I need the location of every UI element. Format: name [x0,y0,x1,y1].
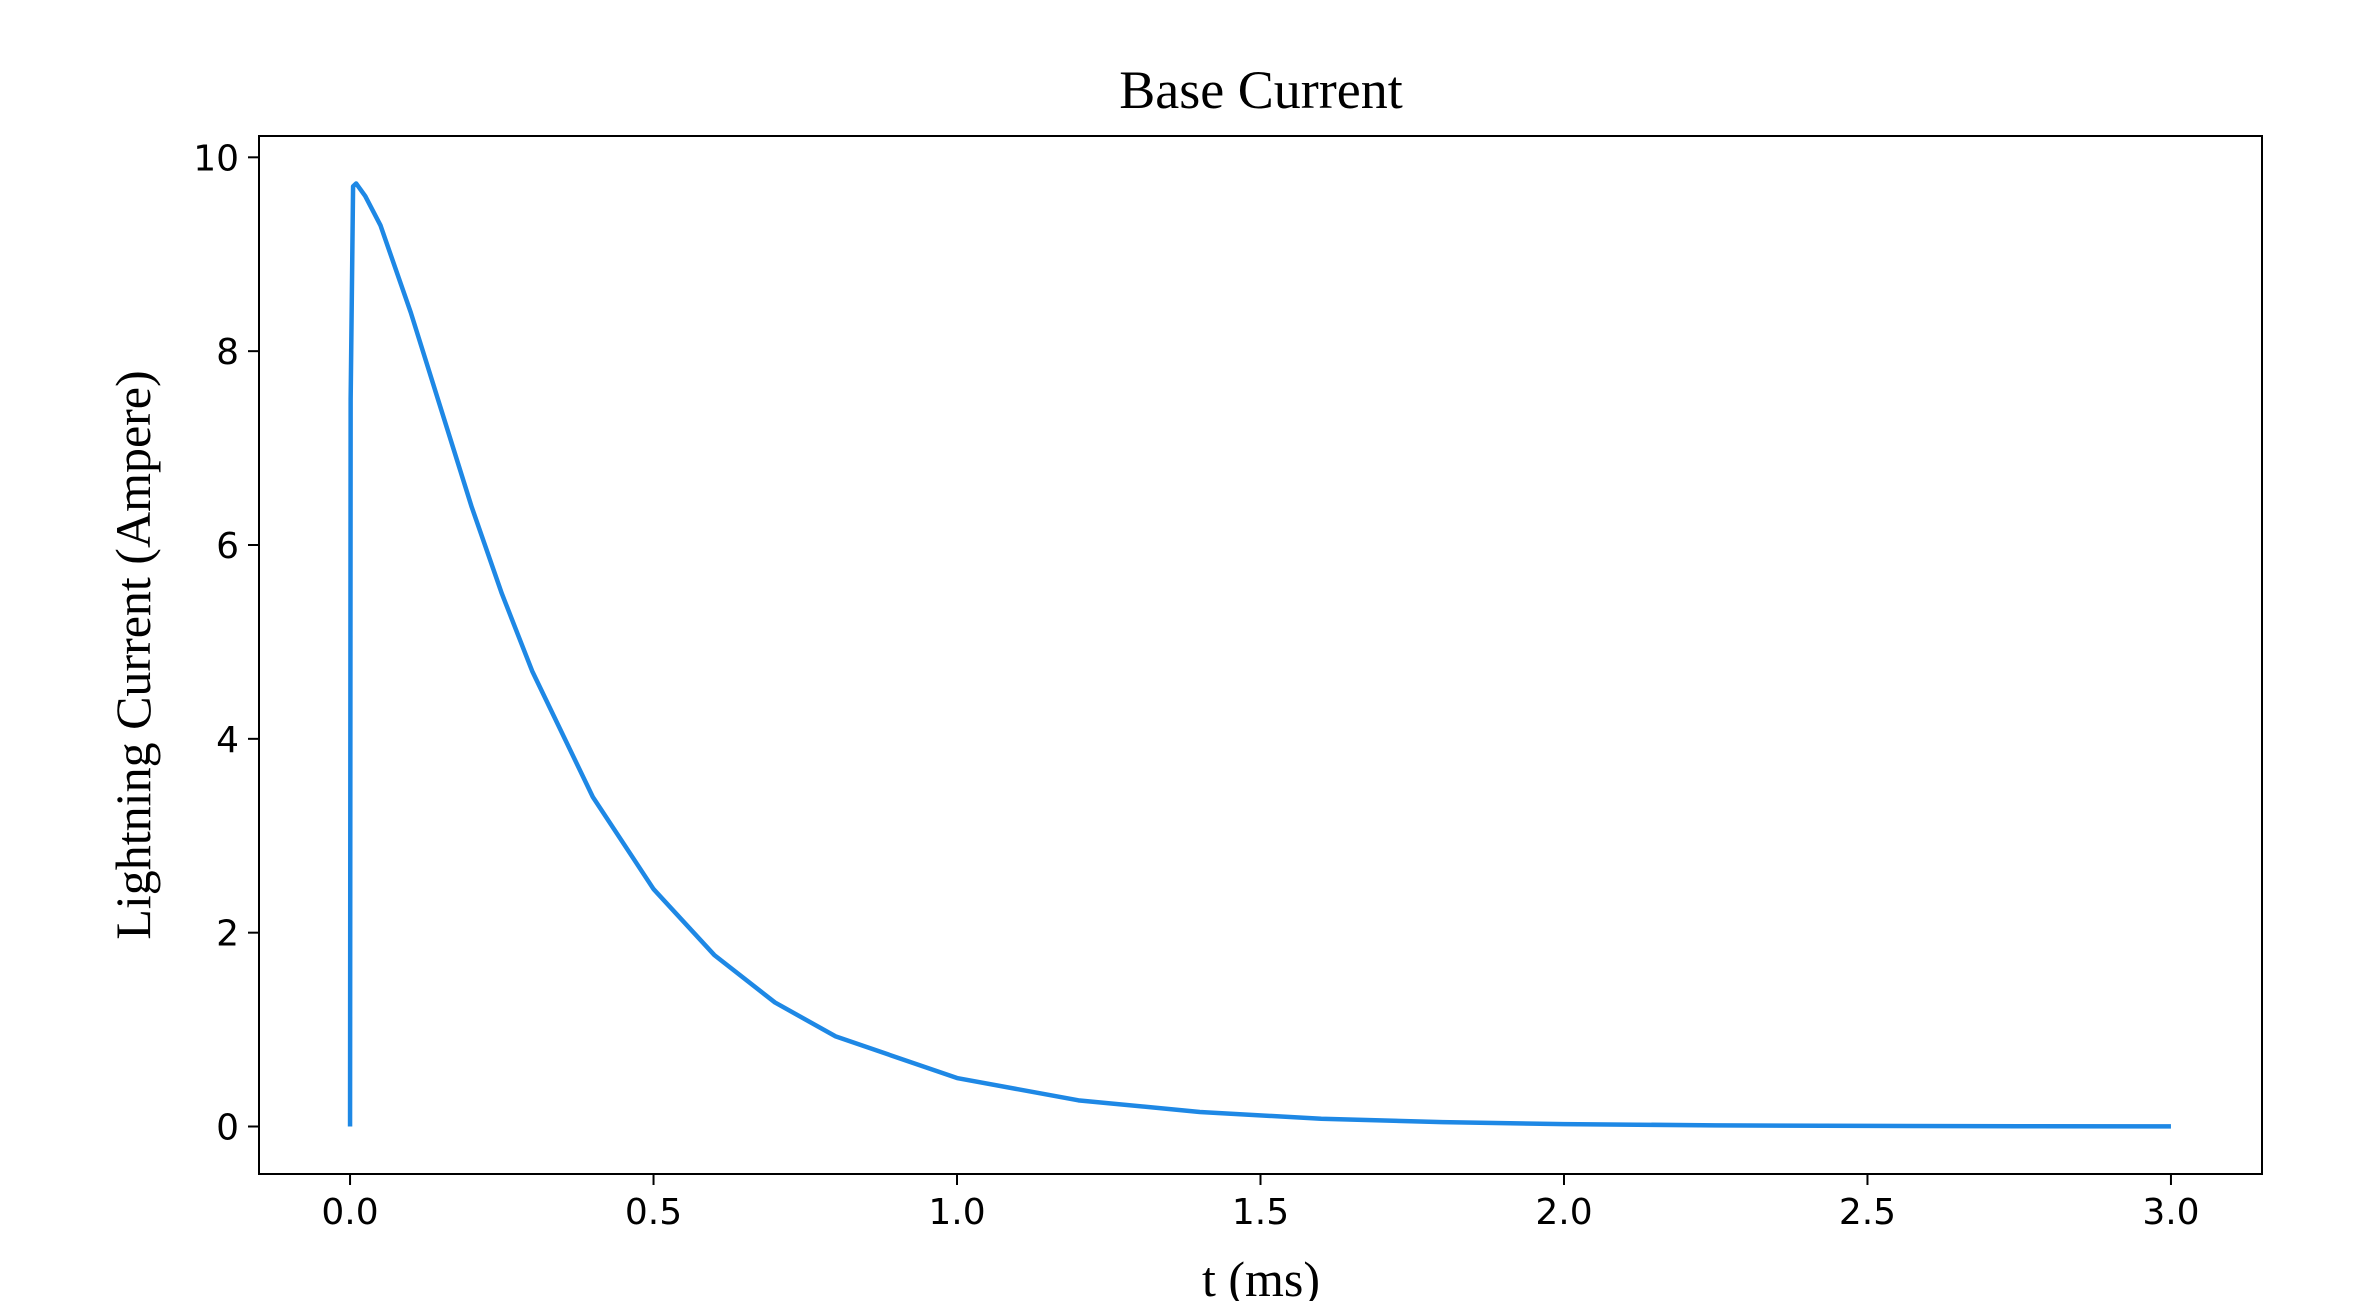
x-axis-label: t (ms) [1202,1251,1320,1301]
y-tick-label: 4 [216,720,239,761]
x-tick-label: 1.0 [928,1192,985,1233]
x-tick-label: 0.5 [625,1192,682,1233]
chart-title: Base Current [1119,60,1402,120]
y-tick-label: 10 [193,138,239,179]
x-tick-label: 2.5 [1839,1192,1896,1233]
y-tick-label: 6 [216,526,239,567]
x-tick-label: 0.0 [321,1192,378,1233]
y-tick-label: 8 [216,332,239,373]
x-tick-label: 3.0 [2142,1192,2199,1233]
y-tick-label: 0 [216,1108,239,1149]
plot-frame [258,135,2263,1175]
data-line [347,181,2171,1129]
x-tick-label: 1.5 [1232,1192,1289,1233]
x-tick-label: 2.0 [1535,1192,1592,1233]
y-tick-label: 2 [216,914,239,955]
y-axis-label: Lightning Current (Ampere) [105,370,161,939]
